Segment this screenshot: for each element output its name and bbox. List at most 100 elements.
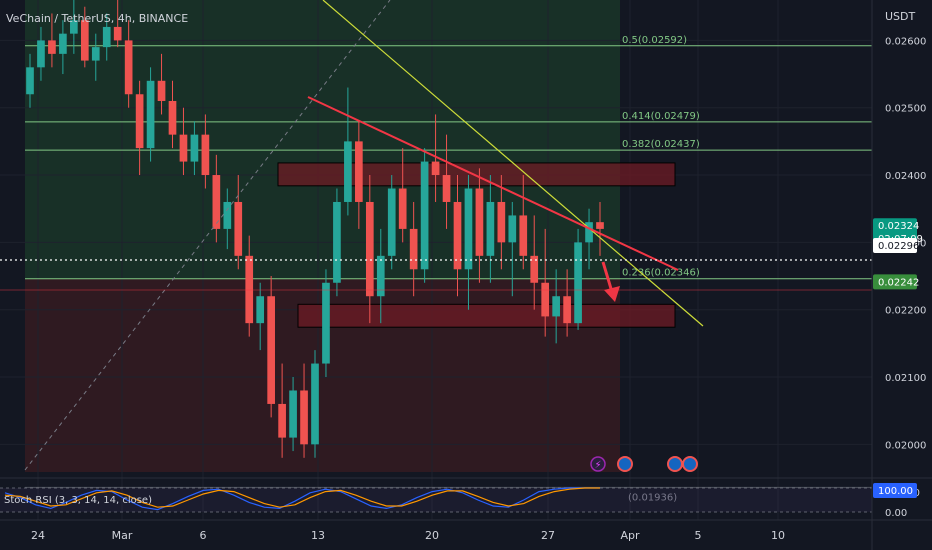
candle-body (179, 134, 188, 162)
zone-support (297, 303, 676, 328)
candle-body (37, 40, 45, 68)
marker-price-badge (873, 238, 917, 254)
current-price-label: 0.02324 (878, 221, 919, 232)
price-tick-label-4: 0.02200 (885, 306, 926, 317)
candle-body (212, 175, 221, 229)
candle-body (376, 255, 385, 297)
candle-body (585, 222, 593, 243)
candle-body (333, 201, 341, 283)
fib-price-label: 0.02242 (878, 277, 919, 288)
time-axis[interactable]: 24 Mar 6 13 20 27 Apr 5 10 (0, 519, 932, 542)
candle-body (365, 201, 374, 297)
candle-body (344, 141, 352, 202)
candle-body (289, 390, 297, 438)
candle-body (453, 201, 462, 270)
candle-body (201, 134, 210, 176)
event-markers[interactable]: ⚡ (590, 456, 698, 472)
flag-event-icon-3[interactable] (682, 456, 698, 472)
candle-body (574, 242, 582, 324)
yellow-trendline (322, 0, 704, 327)
candle-body (497, 201, 506, 243)
dashed-trendline (24, 0, 391, 471)
candle-body (91, 47, 100, 61)
stoch-value-label: 100.00 (878, 486, 913, 497)
candle-body (530, 255, 539, 283)
red-trendline (307, 96, 679, 271)
candle-body (409, 228, 418, 270)
candle-body (59, 33, 67, 54)
lightning-glyph: ⚡ (594, 460, 601, 471)
time-tick-label-5: 27 (541, 529, 555, 542)
marker-price-label: 0.02296 (878, 241, 919, 252)
candle-body (519, 215, 528, 256)
candle-body (135, 94, 144, 149)
stoch-tick-label-1: 0.00 (885, 508, 907, 519)
fib-label-1: 0.414(0.02479) (622, 111, 700, 122)
candle-body (431, 161, 440, 176)
time-range-shading (25, 0, 620, 472)
time-tick-label-8: 10 (771, 529, 785, 542)
candle-body (442, 175, 451, 202)
candlestick-series (26, 0, 604, 458)
candle-body (486, 201, 495, 256)
fib-price-badge (873, 274, 917, 290)
fib-label-3: 0.236(0.02346) (622, 268, 700, 279)
candle-body (278, 403, 286, 438)
lightning-event-icon[interactable] (590, 456, 606, 472)
candle-body (398, 188, 407, 229)
candle-body (102, 26, 111, 48)
fibonacci-levels: 0.5(0.02592) 0.414(0.02479) 0.382(0.02437)… (25, 35, 872, 503)
trend-drawings (0, 0, 872, 471)
time-tick-label-7: 5 (695, 529, 702, 542)
fib-label-2: 0.382(0.02437) (622, 139, 700, 150)
candle-body (355, 141, 363, 202)
candle-body (48, 40, 56, 54)
zone-resistance (277, 162, 676, 187)
price-tick-label-5: 0.02100 (885, 373, 926, 384)
candle-body (234, 201, 243, 256)
candle-body (563, 296, 571, 324)
time-tick-label-6: Apr (620, 529, 640, 542)
stoch-k-line (4, 487, 600, 511)
price-tick-label-0: 0.02600 (885, 36, 926, 47)
stoch-value-badge (873, 483, 917, 498)
candle-body (70, 20, 78, 34)
quote-currency: USDT (885, 10, 916, 23)
candle-body (124, 40, 133, 95)
flag-event-icon-1[interactable] (617, 456, 633, 472)
candle-body (190, 134, 199, 162)
candle-body (300, 390, 308, 445)
stoch-d-line (4, 487, 600, 508)
price-tick-label-2: 0.02400 (885, 171, 926, 182)
candle-body (541, 282, 550, 317)
candle-body (552, 296, 560, 317)
time-tick-label-3: 13 (311, 529, 325, 542)
time-tick-label-4: 20 (425, 529, 439, 542)
candle-body (596, 222, 604, 229)
price-tick-label-6: 0.02000 (885, 440, 926, 451)
candle-body (113, 26, 122, 41)
candle-body (223, 201, 232, 229)
fib-label-4: (0.01936) (628, 492, 677, 503)
price-tick-label-1: 0.02500 (885, 104, 926, 115)
flag-event-icon-2[interactable] (667, 456, 683, 472)
candle-body (146, 80, 155, 149)
candle-body (508, 215, 517, 243)
candle-body (157, 80, 166, 101)
candle-body (80, 20, 89, 61)
candle-body (256, 296, 265, 324)
time-tick-label-1: Mar (112, 529, 133, 542)
candle-body (387, 188, 396, 256)
candle-body (168, 100, 177, 135)
green-shade-region (25, 0, 620, 279)
indicator-label: Stoch RSI (3, 3, 14, 14, close) (4, 495, 152, 506)
time-tick-label-2: 6 (200, 529, 207, 542)
symbol-title: VeChain / TetherUS, 4h, BINANCE (6, 12, 188, 25)
candle-body (311, 363, 319, 445)
candle-body (475, 188, 484, 256)
time-tick-label-0: 24 (31, 529, 45, 542)
candle-body (26, 67, 34, 95)
